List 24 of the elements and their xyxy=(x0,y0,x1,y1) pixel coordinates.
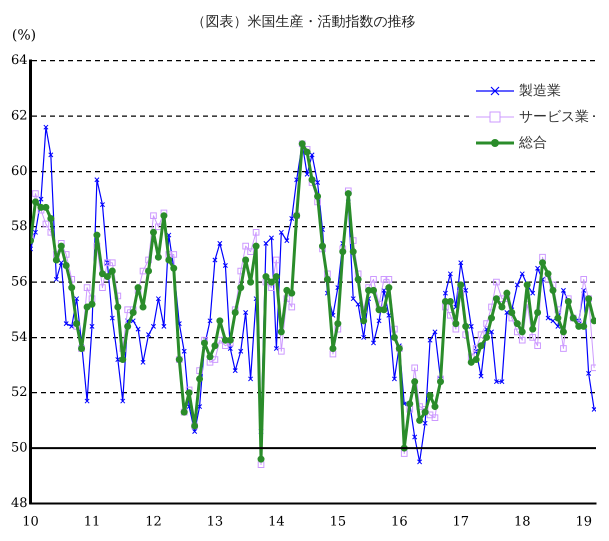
y-tick-label: 56 xyxy=(10,274,28,290)
x-tick-label: 15 xyxy=(330,514,346,530)
y-axis-title: (%) xyxy=(12,27,36,44)
x-tick-label: 12 xyxy=(145,514,162,530)
chart-title: （図表）米国生産・活動指数の推移 xyxy=(192,14,416,30)
y-tick-label: 52 xyxy=(10,385,28,400)
y-tick-label: 62 xyxy=(10,108,28,124)
x-tick-label: 13 xyxy=(206,514,224,530)
x-tick-label: 18 xyxy=(514,514,531,530)
y-tick-label: 60 xyxy=(10,164,28,179)
y-tick-label: 64 xyxy=(10,53,28,68)
x-tick-label: 14 xyxy=(268,514,285,530)
legend-label: サービス業 xyxy=(519,108,589,126)
x-tick-label: 19 xyxy=(575,514,592,530)
y-tick-label: 50 xyxy=(10,440,28,456)
y-tick-label: 58 xyxy=(10,219,28,234)
legend-label: 製造業 xyxy=(519,82,561,100)
x-tick-label: 17 xyxy=(452,514,470,530)
legend-label: 総合 xyxy=(519,134,547,152)
x-tick-label: 10 xyxy=(22,514,39,530)
x-tick-label: 11 xyxy=(84,514,100,530)
x-tick-label: 16 xyxy=(391,514,408,530)
y-tick-label: 48 xyxy=(10,496,28,511)
y-tick-label: 54 xyxy=(10,330,28,345)
